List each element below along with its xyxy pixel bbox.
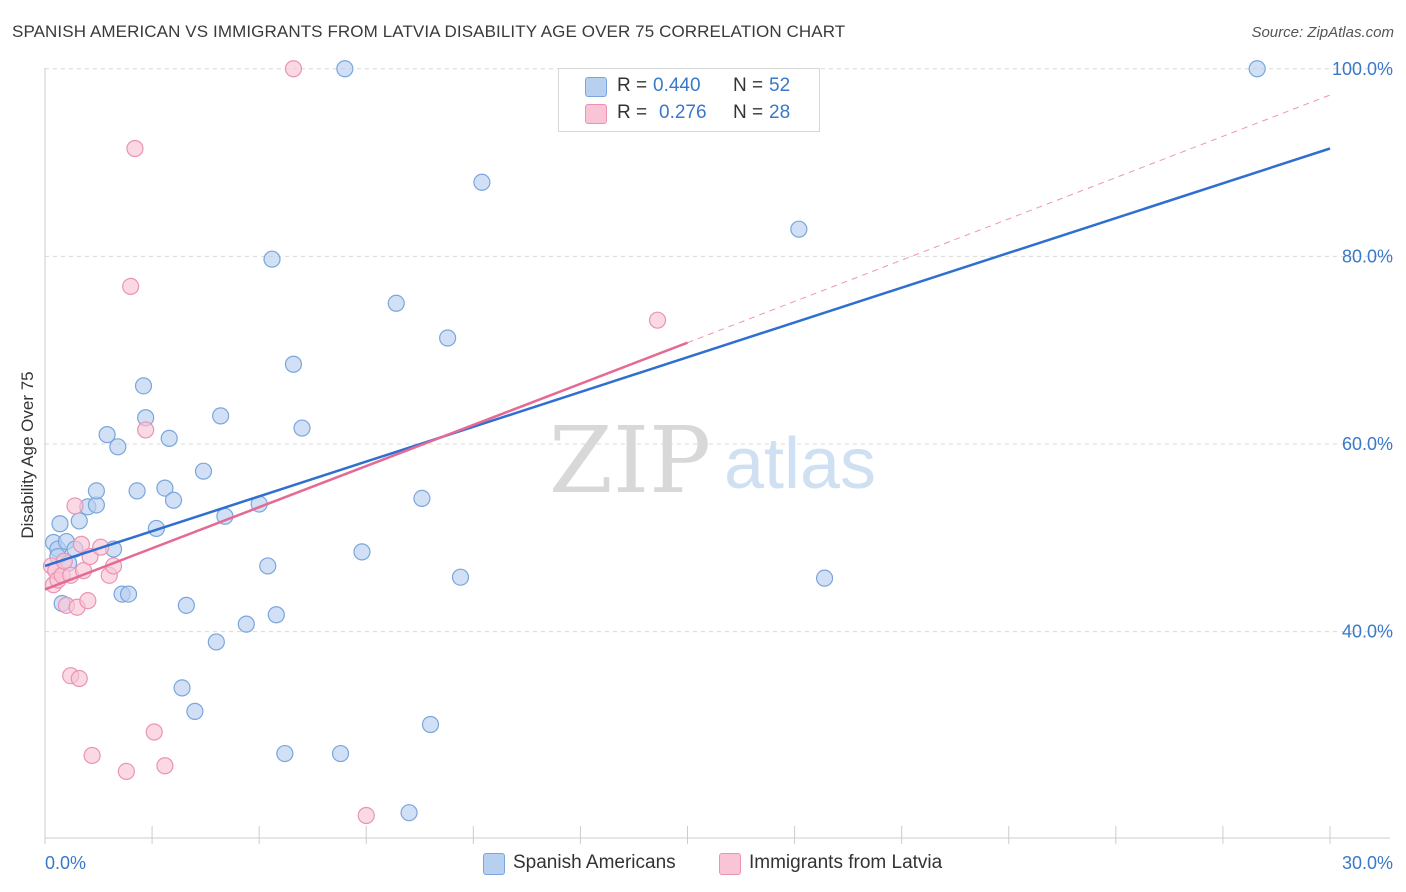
point-spanish-american [451,568,470,586]
point-spanish-american [421,715,440,734]
grid-layer [45,68,1390,633]
trendline-immigrants-latvia [44,341,688,591]
point-spanish-american [267,606,285,624]
point-spanish-american [293,419,311,437]
point-immigrant-latvia [357,806,375,825]
point-immigrant-latvia [66,497,84,515]
point-spanish-american [98,426,116,444]
point-immigrant-latvia [72,535,91,553]
legend-r-value: 0.440 [653,75,701,96]
y-tick-label: 40.0% [1342,622,1393,642]
point-spanish-american [284,355,303,373]
x-tick-label: 0.0% [45,853,86,873]
point-immigrant-latvia [137,421,155,439]
point-spanish-american [815,569,834,587]
bottom-legend-swatch-blue [483,853,505,875]
watermark: ZIP atlas [549,407,876,514]
point-spanish-american [473,173,491,191]
point-spanish-american [160,429,178,447]
bottom-legend-label: Spanish Americans [513,852,676,873]
y-tick-label: 100.0% [1332,59,1393,79]
point-immigrant-latvia [648,311,667,329]
legend-n-value: 28 [769,102,791,123]
point-spanish-american [177,596,195,614]
point-spanish-american [186,702,204,720]
point-immigrant-latvia [122,277,140,295]
legend-n-label: N = [733,75,764,96]
correlation-legend: R = 0.440 N = 52 R = 0.276 N = 28 [558,68,820,132]
point-spanish-american [413,489,431,508]
point-immigrant-latvia [126,139,144,158]
point-spanish-american [263,250,281,268]
point-spanish-american [790,220,808,238]
point-spanish-american [134,377,153,395]
x-tick-label: 30.0% [1342,853,1393,873]
point-spanish-american [173,679,191,697]
trend-layer [44,94,1331,591]
point-spanish-american [439,329,457,347]
tick-labels: 40.0% 60.0% 80.0% 100.0% 0.0% 30.0% [45,59,1393,873]
legend-swatch-pink [585,104,607,124]
point-immigrant-latvia [70,669,88,688]
legend-r-label: R = [617,102,648,123]
point-spanish-american [237,615,255,633]
trendline-spanish-americans [44,147,1331,568]
point-spanish-american [336,60,354,78]
point-immigrant-latvia [284,60,303,78]
point-spanish-american [87,482,106,500]
axis-layer [44,68,1390,844]
point-spanish-american [207,633,225,651]
point-spanish-american [164,491,183,509]
y-tick-label: 80.0% [1342,246,1393,266]
point-spanish-american [128,482,146,500]
point-spanish-american [259,557,277,575]
legend-n-value: 52 [769,75,791,96]
point-spanish-american [51,515,69,533]
point-immigrant-latvia [83,746,101,765]
y-axis-label: Disability Age Over 75 [18,371,37,539]
y-tick-label: 60.0% [1342,434,1393,454]
legend-r-label: R = [617,75,648,96]
point-spanish-american [70,512,88,530]
bottom-legend-label: Immigrants from Latvia [749,852,943,873]
point-immigrant-latvia [117,762,135,780]
point-spanish-american [387,294,405,312]
point-immigrant-latvia [156,757,174,775]
point-spanish-american [400,804,418,822]
chart-title: SPANISH AMERICAN VS IMMIGRANTS FROM LATV… [12,22,846,41]
point-spanish-american [1248,60,1266,78]
legend-n-label: N = [733,102,764,123]
point-immigrant-latvia [79,592,97,610]
source-label: Source: ZipAtlas.com [1251,24,1394,41]
watermark-zip: ZIP [549,407,711,514]
bottom-legend-swatch-pink [719,853,741,875]
point-spanish-american [212,407,230,425]
point-spanish-american [194,462,213,480]
point-spanish-american [109,438,127,456]
point-spanish-american [276,744,294,763]
point-immigrant-latvia [145,723,163,741]
point-spanish-american [119,585,138,603]
legend-swatch-blue [585,77,607,97]
point-spanish-american [331,744,350,763]
point-spanish-american [156,479,174,497]
trendline-immigrants-latvia-extension [687,94,1331,344]
point-spanish-american [353,543,371,561]
legend-r-value: 0.276 [659,102,707,123]
watermark-atlas: atlas [724,424,876,504]
